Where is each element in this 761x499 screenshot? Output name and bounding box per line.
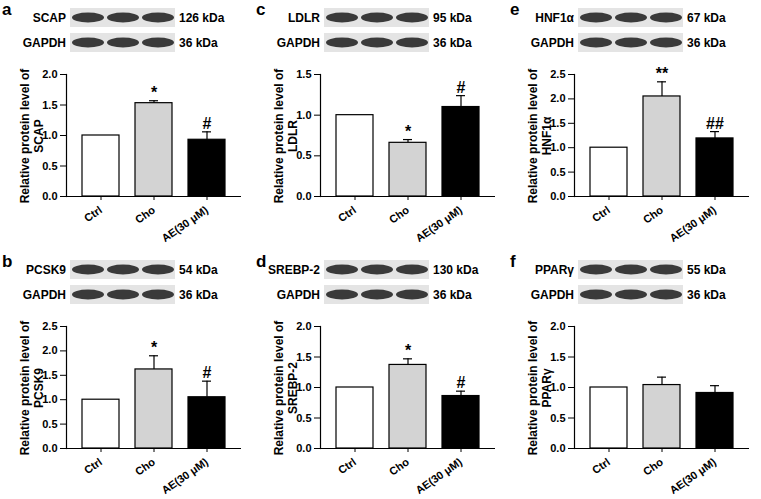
svg-text:Cho: Cho (133, 203, 158, 225)
svg-text:1.0: 1.0 (550, 381, 566, 393)
svg-text:AE(30 μM): AE(30 μM) (667, 203, 718, 244)
svg-text:2.0: 2.0 (550, 320, 565, 332)
html-text:e: e (510, 0, 520, 19)
svg-text:#: # (203, 364, 212, 381)
svg-text:**: ** (656, 65, 669, 82)
html-text:Relative protein level of PPAR: Relative protein level of PPARγ (526, 320, 554, 456)
html-text:Relative protein level of HNF1: Relative protein level of HNF1α (526, 68, 554, 204)
svg-text:36 kDa: 36 kDa (433, 36, 472, 50)
svg-text:36 kDa: 36 kDa (179, 288, 218, 302)
svg-text:1.0: 1.0 (42, 393, 58, 406)
svg-text:1.5: 1.5 (42, 368, 58, 381)
svg-text:AE(30 μM): AE(30 μM) (667, 455, 718, 496)
svg-text:36 kDa: 36 kDa (433, 288, 472, 302)
svg-text:0.5: 0.5 (550, 412, 565, 424)
html-text:b: b (2, 252, 13, 271)
svg-text:Ctrl: Ctrl (82, 203, 104, 224)
svg-text:Cho: Cho (133, 455, 158, 477)
svg-text:GAPDH: GAPDH (277, 36, 320, 50)
html-text:f: f (510, 252, 516, 271)
svg-text:AE(30 μM): AE(30 μM) (413, 203, 464, 244)
svg-text:2.0: 2.0 (550, 92, 565, 104)
svg-text:Ctrl: Ctrl (336, 455, 358, 476)
svg-text:0.5: 0.5 (42, 418, 57, 430)
svg-text:Ctrl: Ctrl (590, 203, 612, 224)
svg-text:55 kDa: 55 kDa (687, 263, 726, 277)
svg-text:GAPDH: GAPDH (531, 288, 574, 302)
svg-text:Cho: Cho (641, 455, 666, 477)
svg-text:0.0: 0.0 (550, 190, 565, 202)
svg-text:95 kDa: 95 kDa (433, 11, 472, 25)
svg-text:0.5: 0.5 (296, 411, 312, 424)
svg-text:0.5: 0.5 (550, 166, 565, 178)
svg-text:##: ## (706, 115, 724, 132)
svg-text:0.5: 0.5 (42, 160, 57, 172)
svg-text:*: * (151, 84, 158, 101)
svg-text:Ctrl: Ctrl (336, 203, 358, 224)
svg-text:1.0: 1.0 (296, 109, 311, 121)
svg-text:PPARγ: PPARγ (535, 263, 574, 277)
svg-text:AE(30 μM): AE(30 μM) (413, 455, 464, 496)
svg-text:#: # (203, 115, 212, 132)
svg-text:1.0: 1.0 (42, 129, 58, 141)
svg-text:Ctrl: Ctrl (82, 455, 104, 476)
svg-text:GAPDH: GAPDH (23, 288, 66, 302)
svg-text:36 kDa: 36 kDa (687, 36, 726, 50)
svg-text:AE(30 μM): AE(30 μM) (159, 455, 210, 496)
html-text:a: a (2, 0, 12, 19)
svg-text:2.0: 2.0 (42, 68, 57, 80)
svg-text:2.5: 2.5 (550, 68, 565, 80)
svg-text:0.0: 0.0 (296, 442, 311, 454)
svg-text:1.5: 1.5 (42, 99, 57, 111)
svg-text:PCSK9: PCSK9 (26, 263, 66, 277)
svg-text:LDLR: LDLR (288, 11, 320, 25)
html-text:Relative protein level of PCSK: Relative protein level of PCSK9 (18, 320, 46, 456)
svg-text:SCAP: SCAP (33, 11, 66, 25)
svg-text:#: # (457, 374, 466, 391)
svg-text:130 kDa: 130 kDa (433, 263, 479, 277)
svg-text:1.5: 1.5 (296, 68, 311, 80)
svg-text:2.0: 2.0 (42, 344, 57, 356)
svg-text:0.0: 0.0 (42, 190, 57, 202)
svg-text:Cho: Cho (641, 203, 666, 225)
svg-text:0.0: 0.0 (550, 442, 565, 454)
svg-text:1.5: 1.5 (296, 351, 311, 363)
svg-text:0.0: 0.0 (42, 442, 57, 454)
svg-text:GAPDH: GAPDH (531, 36, 574, 50)
html-text:Relative protein level of SREB: Relative protein level of SREBP-2 (272, 320, 300, 456)
svg-text:AE(30 μM): AE(30 μM) (159, 203, 210, 244)
svg-text:HNF1α: HNF1α (535, 11, 574, 25)
svg-text:1.0: 1.0 (550, 141, 566, 154)
svg-text:Ctrl: Ctrl (590, 455, 612, 476)
svg-text:36 kDa: 36 kDa (179, 36, 218, 50)
svg-text:Cho: Cho (387, 203, 412, 225)
svg-text:1.5: 1.5 (550, 351, 565, 363)
svg-text:126 kDa: 126 kDa (179, 11, 225, 25)
svg-text:54 kDa: 54 kDa (179, 263, 218, 277)
html-text:Relative protein level of LDLR: Relative protein level of LDLR (272, 68, 300, 204)
html-text:c: c (256, 0, 266, 19)
svg-text:GAPDH: GAPDH (23, 36, 66, 50)
svg-text:*: * (151, 339, 158, 356)
svg-text:#: # (457, 79, 466, 96)
svg-text:SREBP-2: SREBP-2 (268, 263, 320, 277)
svg-text:*: * (405, 123, 412, 140)
svg-text:1.0: 1.0 (296, 381, 312, 393)
svg-text:GAPDH: GAPDH (277, 288, 320, 302)
svg-text:*: * (405, 342, 412, 359)
svg-text:0.0: 0.0 (296, 190, 311, 202)
svg-text:36 kDa: 36 kDa (687, 288, 726, 302)
svg-text:0.5: 0.5 (296, 149, 312, 162)
svg-text:2.5: 2.5 (42, 320, 57, 332)
html-text:d: d (256, 252, 267, 271)
svg-text:Cho: Cho (387, 455, 412, 477)
svg-text:1.5: 1.5 (550, 116, 566, 129)
svg-text:67 kDa: 67 kDa (687, 11, 726, 25)
html-text:Relative protein level of SCAP: Relative protein level of SCAP (18, 68, 46, 204)
svg-text:2.0: 2.0 (296, 320, 311, 332)
